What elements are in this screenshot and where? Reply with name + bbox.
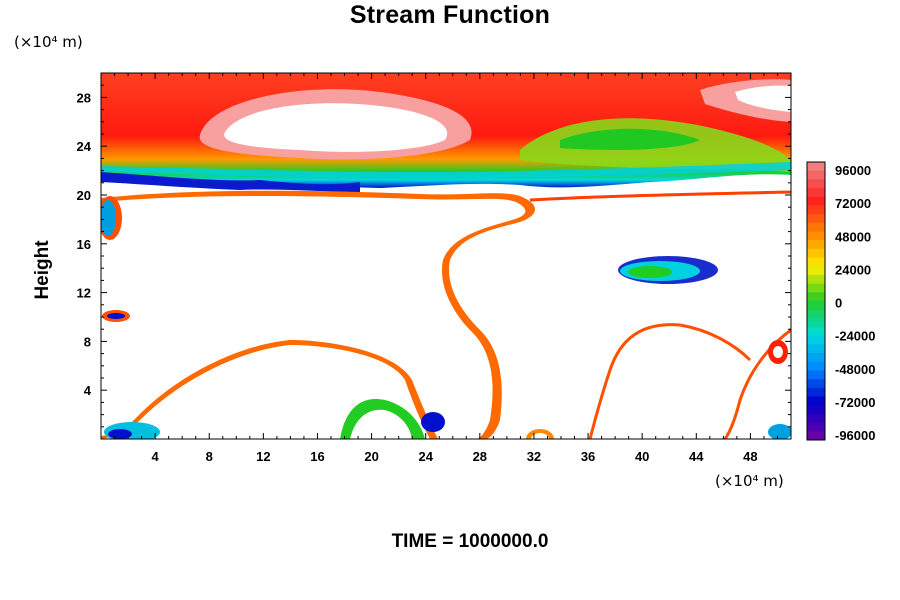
colorbar-label: -96000 (835, 428, 875, 443)
y-axis-ticks: 4 8 12 16 20 24 28 (77, 84, 791, 428)
y-tick-label: 20 (77, 188, 91, 203)
colorbar: 96000 72000 48000 24000 0 -24000 -48000 -72000 -… (806, 161, 875, 443)
colorbar-step (807, 413, 825, 424)
colorbar-label: -48000 (835, 362, 875, 377)
chart-title: Stream Function (349, 1, 551, 29)
colorbar-label: 96000 (835, 163, 871, 178)
colorbar-label: 24000 (835, 262, 871, 277)
colorbar-step (807, 344, 825, 354)
colorbar-step (807, 431, 825, 441)
y-tick-label: 4 (84, 383, 92, 398)
colorbar-step (807, 292, 825, 302)
x-tick-label: 24 (418, 449, 433, 464)
colorbar-step (807, 214, 825, 224)
colorbar-label: 72000 (835, 196, 871, 211)
x-axis-unit: (×10⁴ m) (715, 472, 784, 490)
x-tick-label: 12 (256, 449, 270, 464)
x-tick-label: 44 (689, 449, 704, 464)
colorbar-step (807, 301, 825, 311)
colorbar-step (807, 231, 825, 241)
y-tick-label: 16 (77, 237, 91, 252)
colorbar-step (807, 162, 825, 172)
colorbar-step (807, 379, 825, 389)
colorbar-step (807, 188, 825, 198)
colorbar-label: -72000 (835, 395, 875, 410)
colorbar-frame (806, 161, 826, 441)
x-tick-label: 8 (206, 449, 213, 464)
colorbar-step (807, 266, 825, 276)
colorbar-step (807, 387, 825, 398)
colorbar-step (807, 422, 825, 432)
colorbar-step (807, 283, 825, 293)
y-axis-unit: (×10⁴ m) (14, 33, 83, 51)
x-axis-ticks: 4 8 12 16 20 24 28 32 36 40 44 48 (114, 73, 778, 464)
colorbar-step (807, 257, 825, 267)
x-tick-label: 16 (310, 449, 324, 464)
colorbar-label: 0 (835, 296, 842, 311)
x-tick-label: 4 (152, 449, 160, 464)
colorbar-step (807, 274, 825, 285)
y-tick-label: 28 (77, 90, 91, 105)
colorbar-step (807, 370, 825, 380)
colorbar-label: -24000 (835, 329, 875, 344)
y-tick-label: 12 (77, 286, 91, 301)
x-tick-label: 28 (473, 449, 487, 464)
x-tick-label: 20 (364, 449, 378, 464)
colorbar-step (807, 405, 825, 415)
colorbar-step (807, 327, 825, 337)
y-tick-label: 8 (84, 334, 91, 349)
colorbar-step (807, 353, 825, 363)
x-tick-label: 48 (743, 449, 757, 464)
colorbar-step (807, 179, 825, 189)
colorbar-step (807, 205, 825, 215)
y-tick-label: 24 (77, 139, 92, 154)
time-label: TIME = 1000000.0 (391, 531, 549, 552)
colorbar-step (807, 240, 825, 250)
colorbar-step (807, 396, 825, 406)
colorbar-label: 48000 (835, 229, 871, 244)
colorbar-step (807, 361, 825, 371)
colorbar-step (807, 248, 825, 259)
colorbar-step (807, 318, 825, 328)
colorbar-step (807, 196, 825, 206)
contour-field (101, 73, 791, 439)
colorbar-step (807, 309, 825, 319)
x-tick-label: 36 (581, 449, 595, 464)
x-tick-label: 40 (635, 449, 649, 464)
colorbar-step (807, 170, 825, 180)
colorbar-step (807, 335, 825, 345)
x-tick-label: 32 (527, 449, 541, 464)
colorbar-step (807, 222, 825, 232)
